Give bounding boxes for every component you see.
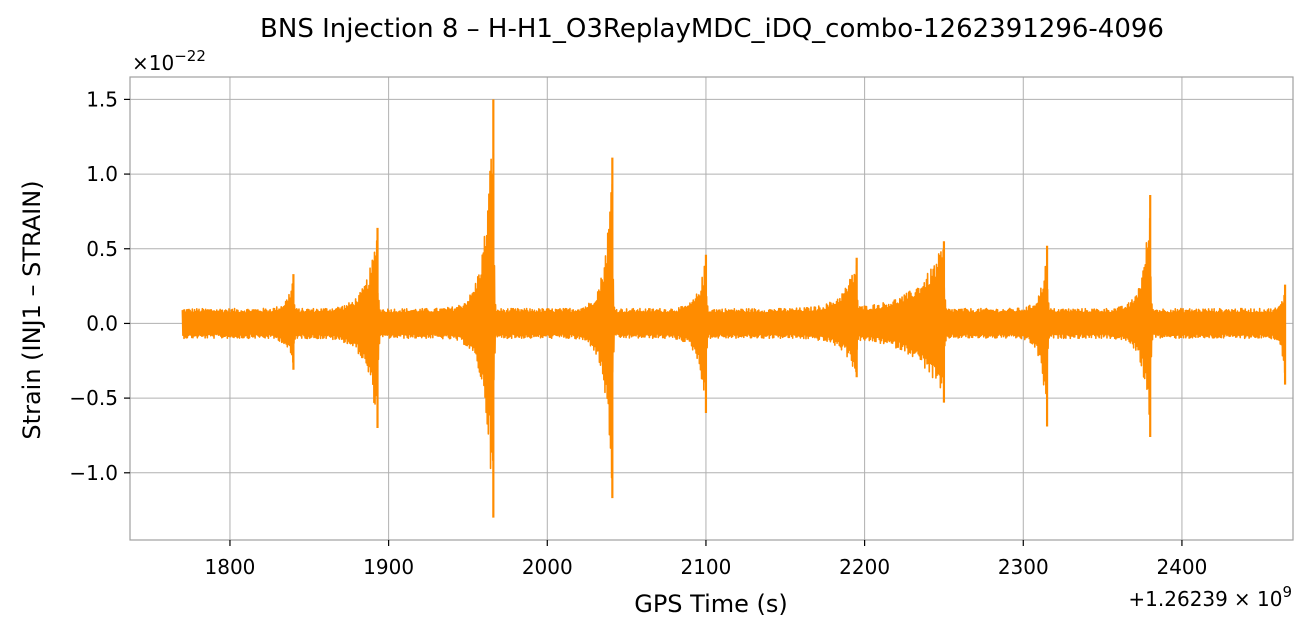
x-tick-label: 2100 bbox=[680, 555, 731, 579]
x-tick-label: 2000 bbox=[522, 555, 573, 579]
y-scale-exponent: −22 bbox=[174, 47, 206, 65]
chart-title: BNS Injection 8 – H-H1_O3ReplayMDC_iDQ_c… bbox=[260, 14, 1164, 44]
x-offset-exponent: 9 bbox=[1282, 583, 1292, 601]
y-tick-label: 0.0 bbox=[86, 311, 118, 335]
x-tick-label: 2300 bbox=[998, 555, 1049, 579]
y-tick-label: 0.5 bbox=[86, 237, 118, 261]
x-tick-label: 1800 bbox=[205, 555, 256, 579]
x-offset-factor: +1.26239 × 109 bbox=[1128, 583, 1292, 611]
axis-ticks: 1800 1900 2000 2100 2200 2300 2400 −1.0 −0.5 0.0 0… bbox=[69, 87, 1207, 579]
x-axis-title: GPS Time (s) bbox=[634, 590, 788, 618]
y-tick-label: 1.5 bbox=[86, 87, 118, 111]
plot-frame bbox=[129, 76, 1294, 541]
x-offset-base: +1.26239 bbox=[1128, 587, 1227, 611]
y-tick-label: −0.5 bbox=[69, 386, 118, 410]
y-tick-label: 1.0 bbox=[86, 162, 118, 186]
series-line-0 bbox=[181, 152, 1286, 479]
x-tick-label: 1900 bbox=[363, 555, 414, 579]
x-tick-label: 2400 bbox=[1156, 555, 1207, 579]
y-scale-base: ×10 bbox=[132, 51, 174, 75]
series-strain bbox=[181, 99, 1287, 518]
y-scale-factor: ×10−22 bbox=[132, 47, 206, 75]
x-offset-times: × 10 bbox=[1234, 587, 1283, 611]
x-tick-label: 2200 bbox=[839, 555, 890, 579]
y-tick-label: −1.0 bbox=[69, 461, 118, 485]
y-axis-title: Strain (INJ1 – STRAIN) bbox=[18, 180, 46, 439]
